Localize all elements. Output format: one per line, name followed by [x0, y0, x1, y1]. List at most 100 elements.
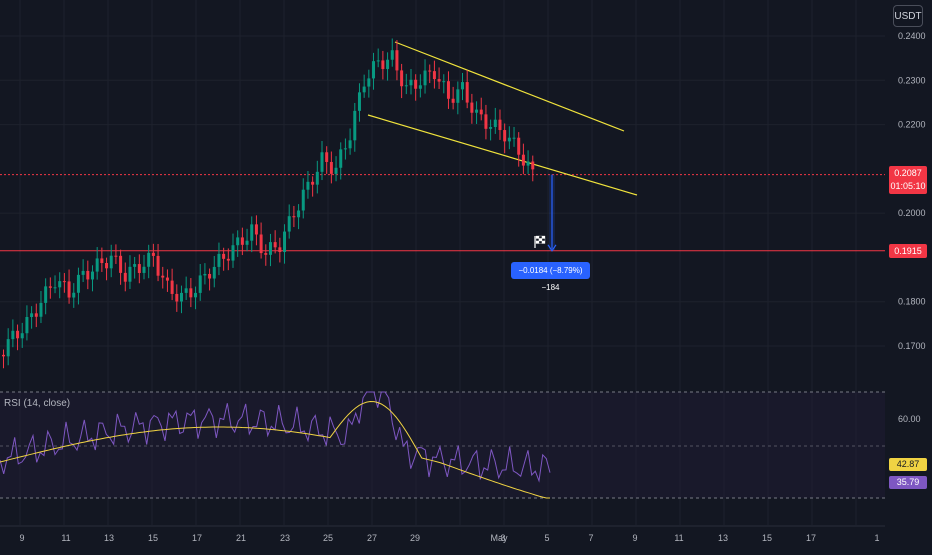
x-tick-label: 11: [674, 533, 683, 543]
y-tick-label: 0.1700: [898, 341, 926, 351]
candle-body: [128, 266, 132, 282]
candle-body: [465, 82, 469, 103]
candle-body: [306, 181, 310, 190]
x-tick-label: 5: [544, 533, 549, 543]
candle-body: [268, 242, 272, 255]
x-tick-label: 17: [192, 533, 202, 543]
currency-selector[interactable]: USDT: [893, 5, 923, 27]
rsi-band: [0, 392, 885, 498]
finish-flag-cell: [538, 235, 543, 239]
candle-body: [376, 60, 380, 62]
x-tick-label: 9: [19, 533, 24, 543]
finish-flag-cell: [538, 238, 543, 242]
candle-body: [170, 280, 174, 294]
finish-flag-cell: [538, 240, 543, 244]
candle-body: [414, 79, 418, 89]
candle-body: [245, 240, 249, 245]
candle-body: [297, 210, 301, 218]
finish-flag-cell: [541, 238, 546, 242]
x-tick-label: 29: [410, 533, 420, 543]
candle-body: [372, 61, 376, 79]
rsi-ma-line: [0, 400, 550, 499]
candle-body: [320, 152, 324, 172]
candle-body: [189, 288, 193, 298]
candle-body: [151, 252, 155, 256]
candle-body: [381, 60, 385, 69]
x-tick-label: 9: [632, 533, 637, 543]
candle-body: [517, 137, 521, 155]
candle-body: [119, 255, 123, 273]
candle-body: [16, 330, 20, 339]
candle-body: [34, 313, 38, 317]
candle-body: [81, 270, 85, 275]
x-tick-label: 3: [500, 533, 505, 543]
finish-flag-cell: [541, 235, 546, 239]
candle-body: [400, 70, 404, 87]
candle-body: [76, 274, 80, 293]
candle-body: [521, 154, 525, 166]
candle-body: [507, 137, 511, 142]
candle-body: [334, 167, 338, 174]
candle-body: [287, 216, 291, 232]
candle-body: [456, 89, 460, 103]
level-price-tag: 0.1915: [889, 244, 927, 258]
candle-body: [90, 271, 94, 280]
candle-body: [423, 70, 427, 86]
candle-body: [156, 255, 160, 276]
candle-body: [236, 237, 240, 246]
y-tick-label: 0.2000: [898, 208, 926, 218]
candle-body: [2, 354, 5, 357]
rsi-ma-value-tag: 35.79: [889, 476, 927, 489]
candle-body: [339, 149, 343, 168]
candle-body: [203, 273, 207, 276]
candle-body: [489, 127, 493, 129]
candle-body: [301, 189, 305, 211]
x-tick-label: 15: [148, 533, 158, 543]
candle-body: [479, 109, 483, 115]
candle-body: [184, 288, 188, 293]
x-tick-label: 11: [61, 533, 70, 543]
candle-body: [325, 152, 329, 162]
candle-body: [526, 161, 530, 166]
candle-body: [105, 263, 109, 269]
candle-body: [329, 161, 333, 174]
candle-body: [273, 242, 277, 248]
channel-lower-line: [367, 114, 638, 196]
candle-body: [226, 258, 230, 261]
last-price-value: 0.2087: [894, 168, 922, 178]
candle-body: [484, 114, 488, 129]
candle-body: [20, 333, 24, 339]
candle-body: [208, 273, 212, 279]
candle-body: [362, 86, 366, 93]
x-tick-label: 23: [280, 533, 290, 543]
y-tick-label: 0.2400: [898, 31, 926, 41]
x-tick-label: 21: [236, 533, 246, 543]
candle-body: [461, 82, 465, 90]
candle-body: [357, 92, 361, 111]
candle-body: [194, 292, 198, 298]
x-tick-label: 17: [806, 533, 816, 543]
candle-body: [264, 253, 268, 255]
candle-body: [343, 148, 347, 150]
candle-body: [114, 255, 118, 257]
candle-body: [432, 71, 436, 80]
candle-body: [409, 79, 413, 86]
candle-body: [6, 339, 10, 357]
candle-body: [58, 281, 62, 288]
candle-body: [475, 109, 479, 113]
candle-body: [72, 292, 76, 298]
x-tick-label: 27: [367, 533, 377, 543]
candle-body: [240, 237, 244, 245]
candle-body: [161, 275, 165, 278]
candle-body: [39, 302, 43, 317]
candle-body: [44, 286, 48, 303]
candle-body: [512, 137, 516, 139]
x-tick-label: 25: [323, 533, 333, 543]
candle-body: [109, 255, 113, 269]
rsi-legend-title: RSI (14, close): [4, 398, 71, 409]
last-price-tag: 0.2087 01:05:10: [889, 166, 927, 194]
candle-body: [175, 293, 179, 302]
candle-body: [142, 266, 146, 273]
